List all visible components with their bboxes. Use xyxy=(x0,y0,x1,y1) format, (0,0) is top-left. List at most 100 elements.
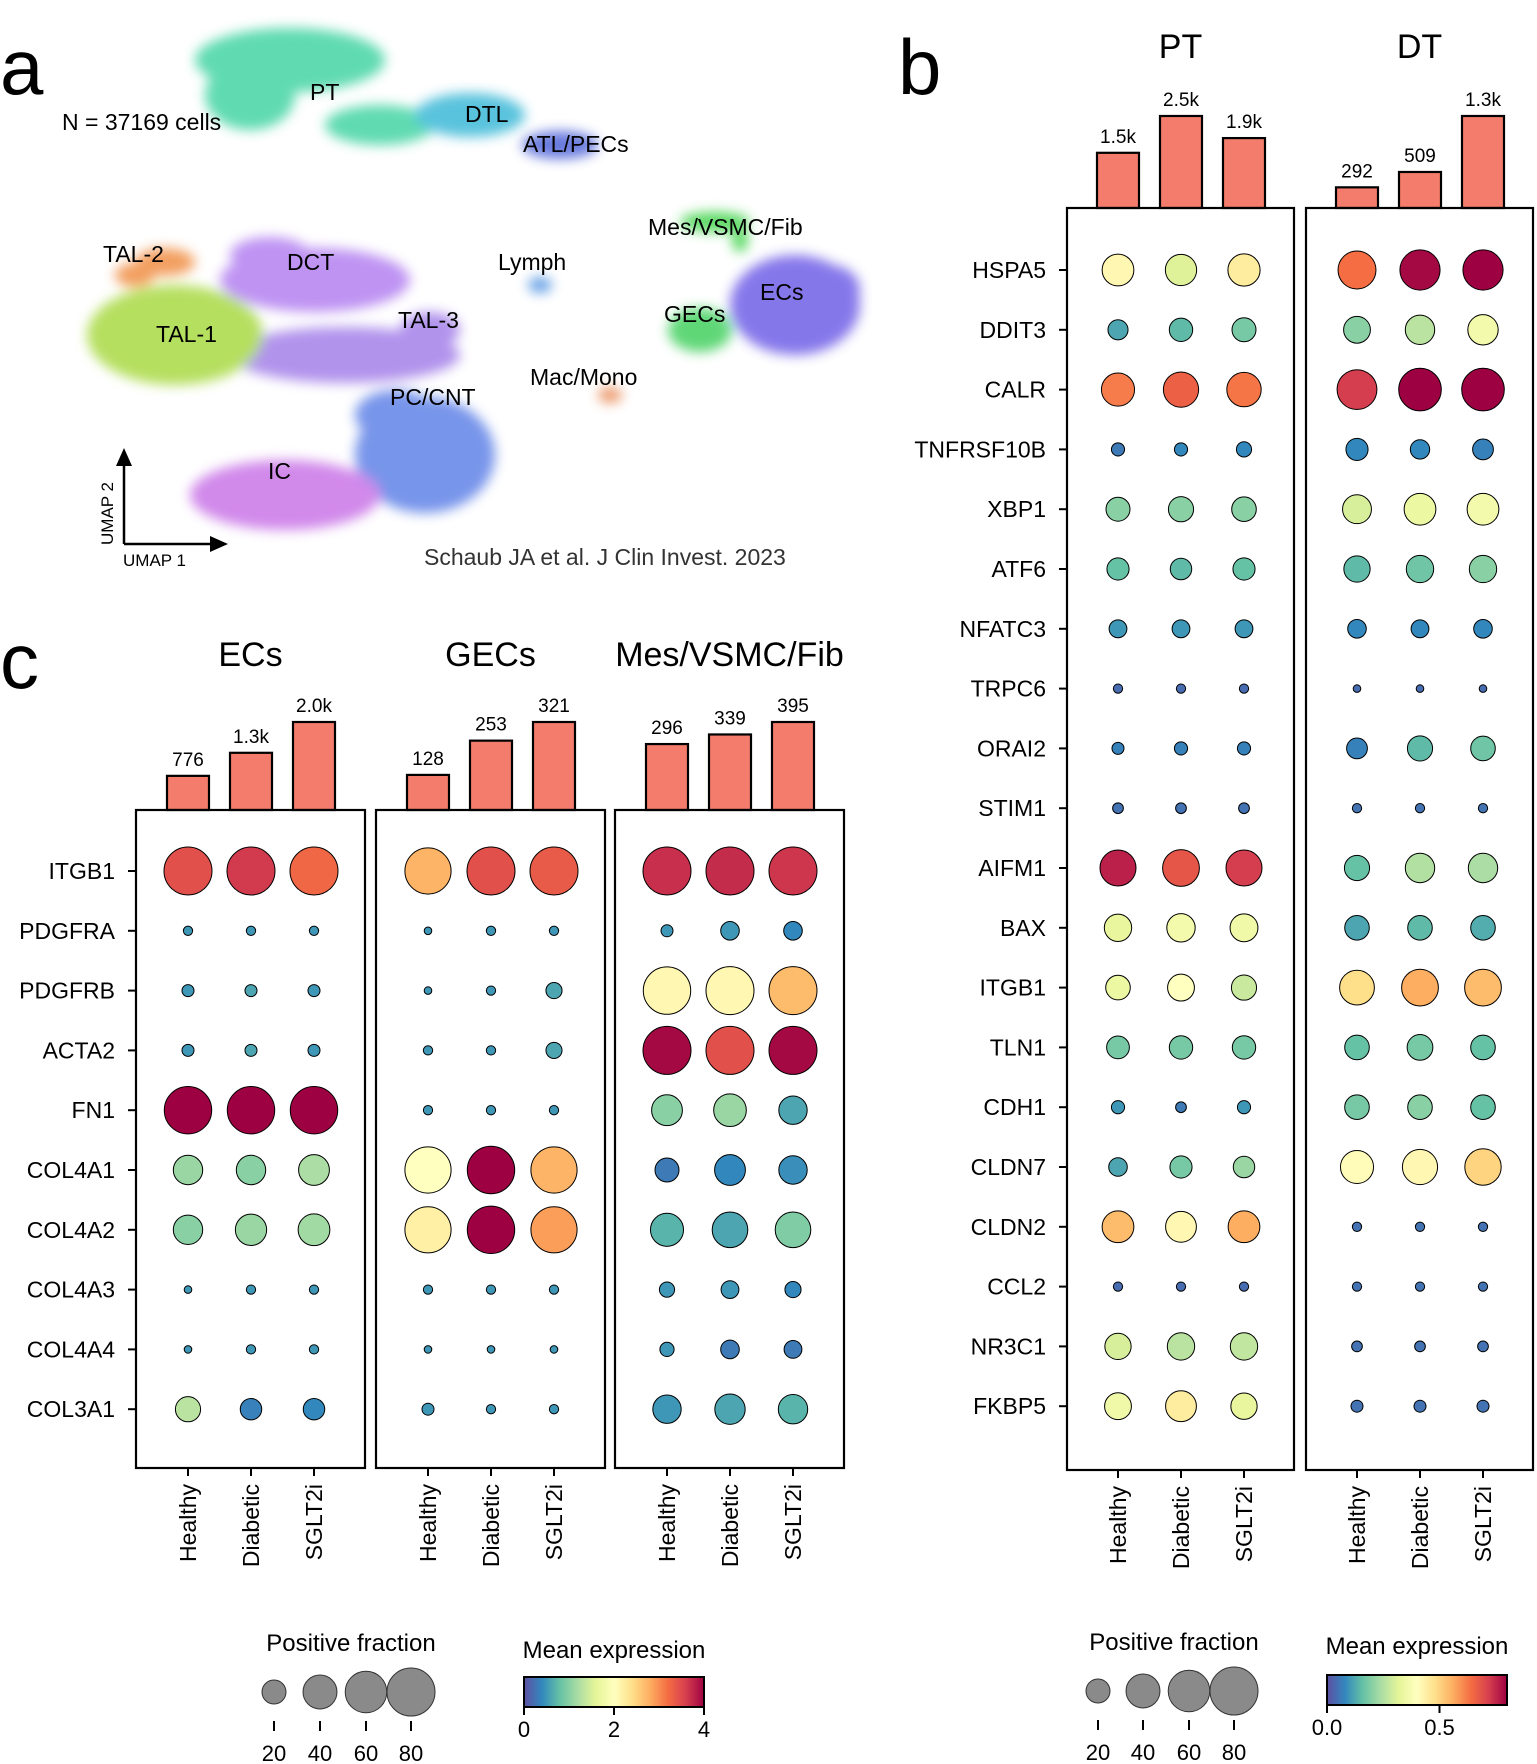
expression-dot xyxy=(1414,803,1426,814)
expression-dot xyxy=(1477,803,1489,814)
umap-cluster-blob xyxy=(400,312,460,348)
gene-label: PDGFRA xyxy=(19,918,116,944)
umap-cluster-blob xyxy=(325,105,435,145)
cell-count-label: 296 xyxy=(651,718,683,739)
umap-axes-arrows xyxy=(116,448,228,552)
group-title: DT xyxy=(1397,28,1442,66)
expression-dot xyxy=(1166,1332,1196,1361)
expression-dot xyxy=(244,1043,258,1057)
gene-label: COL3A1 xyxy=(27,1396,115,1422)
expression-dot xyxy=(181,1043,195,1057)
expression-dot xyxy=(485,985,497,996)
gene-label: DDIT3 xyxy=(980,317,1046,343)
expression-dot xyxy=(1404,314,1436,345)
expression-dot xyxy=(1226,371,1262,408)
gene-label: NR3C1 xyxy=(971,1333,1046,1359)
expression-dot xyxy=(485,1404,497,1415)
expression-dot xyxy=(1110,1100,1126,1115)
condition-label: Diabetic xyxy=(717,1484,743,1567)
size-legend-circle xyxy=(344,1670,388,1714)
dotplot-panel-b: PT 1.5k 2.5k 1.9k Healthy Diabetic SGLT2i DT 292… xyxy=(914,28,1535,1764)
cell-count-label: 2.5k xyxy=(1163,90,1199,111)
expression-dot xyxy=(485,1045,497,1056)
expression-dot xyxy=(1164,253,1198,287)
expression-dot xyxy=(642,966,692,1015)
expression-dot xyxy=(1343,555,1371,583)
condition-label: SGLT2i xyxy=(541,1484,567,1560)
expression-dot xyxy=(1346,737,1368,760)
expression-dot xyxy=(485,925,497,936)
cell-count-bar xyxy=(1334,186,1380,210)
expression-dot xyxy=(183,1285,193,1294)
expression-dot xyxy=(234,1213,268,1246)
gene-label: HSPA5 xyxy=(972,257,1046,283)
expression-dot xyxy=(423,1345,433,1354)
expression-dot xyxy=(1350,1399,1364,1413)
expression-dot xyxy=(777,1394,809,1425)
expression-dot xyxy=(548,925,560,936)
expression-dot xyxy=(1345,437,1369,461)
expression-dot xyxy=(1231,496,1257,522)
expression-dot xyxy=(1162,849,1200,887)
colorbar-tick-label: 0.5 xyxy=(1424,1715,1455,1740)
cell-count-bar xyxy=(165,774,211,812)
condition-label: Healthy xyxy=(1105,1486,1131,1564)
cell-count-bar xyxy=(1158,114,1204,210)
expression-dot xyxy=(423,926,433,936)
expression-dot xyxy=(485,1284,497,1295)
expression-dot xyxy=(783,1340,803,1359)
gene-label: PDGFRB xyxy=(19,978,115,1004)
expression-dot xyxy=(660,924,674,938)
cell-count-bar xyxy=(468,739,514,812)
umap-cluster-label: GECs xyxy=(664,301,725,327)
size-legend-title: Positive fraction xyxy=(266,1630,435,1657)
expression-dot xyxy=(302,1397,326,1421)
expression-dot xyxy=(545,982,563,1000)
gene-label: STIM1 xyxy=(978,795,1046,821)
expression-dot xyxy=(1231,317,1257,343)
umap-cluster-label: DCT xyxy=(287,249,334,275)
condition-label: Diabetic xyxy=(1407,1486,1433,1569)
expression-dot xyxy=(1351,1221,1363,1232)
umap-cluster-label: Mac/Mono xyxy=(530,364,637,390)
expression-dot xyxy=(720,1280,740,1299)
cell-count-bar xyxy=(405,773,451,812)
size-legend-circle xyxy=(1167,1669,1211,1713)
umap-axis-x-label: UMAP 1 xyxy=(123,551,186,570)
condition-label: SGLT2i xyxy=(301,1484,327,1560)
expression-dot xyxy=(422,1105,434,1116)
umap-panel: PT DTL ATL/PECs Mes/VSMC/Fib TAL-2 DCT Lymph EC… xyxy=(62,28,860,570)
size-legend-circle xyxy=(1085,1678,1111,1704)
gene-label: ITGB1 xyxy=(49,858,115,884)
expression-dot xyxy=(652,1394,682,1424)
umap-cluster-label: Mes/VSMC/Fib xyxy=(648,214,803,240)
expression-dot xyxy=(1409,439,1431,460)
expression-dot xyxy=(1230,974,1258,1001)
expression-dot xyxy=(705,846,755,896)
expression-dot xyxy=(308,925,320,936)
expression-dot xyxy=(1236,741,1252,756)
expression-dot xyxy=(1339,1149,1375,1185)
umap-cluster-blob xyxy=(230,327,460,383)
expression-dot xyxy=(1101,253,1135,287)
expression-dot xyxy=(1112,683,1124,694)
umap-cluster-label: TAL-2 xyxy=(103,241,164,267)
expression-dot xyxy=(1399,249,1441,291)
size-legend-circle xyxy=(1209,1666,1259,1716)
expression-dot xyxy=(1238,1281,1250,1292)
condition-label: SGLT2i xyxy=(780,1484,806,1560)
expression-dot xyxy=(783,921,803,941)
expression-dot xyxy=(1461,367,1505,412)
cell-count-label: 128 xyxy=(412,749,444,770)
colorbar-tick-label: 0 xyxy=(518,1717,530,1742)
expression-dot xyxy=(1167,496,1195,523)
expression-dot xyxy=(714,1393,746,1425)
expression-dot xyxy=(1464,968,1502,1007)
expression-dot xyxy=(1344,1094,1370,1120)
expression-dot xyxy=(1238,683,1250,694)
expression-dot xyxy=(1351,803,1363,814)
gene-label: BAX xyxy=(1000,915,1046,941)
expression-dot xyxy=(1230,1392,1258,1420)
expression-dot xyxy=(289,846,339,896)
expression-dot xyxy=(1414,1340,1426,1353)
